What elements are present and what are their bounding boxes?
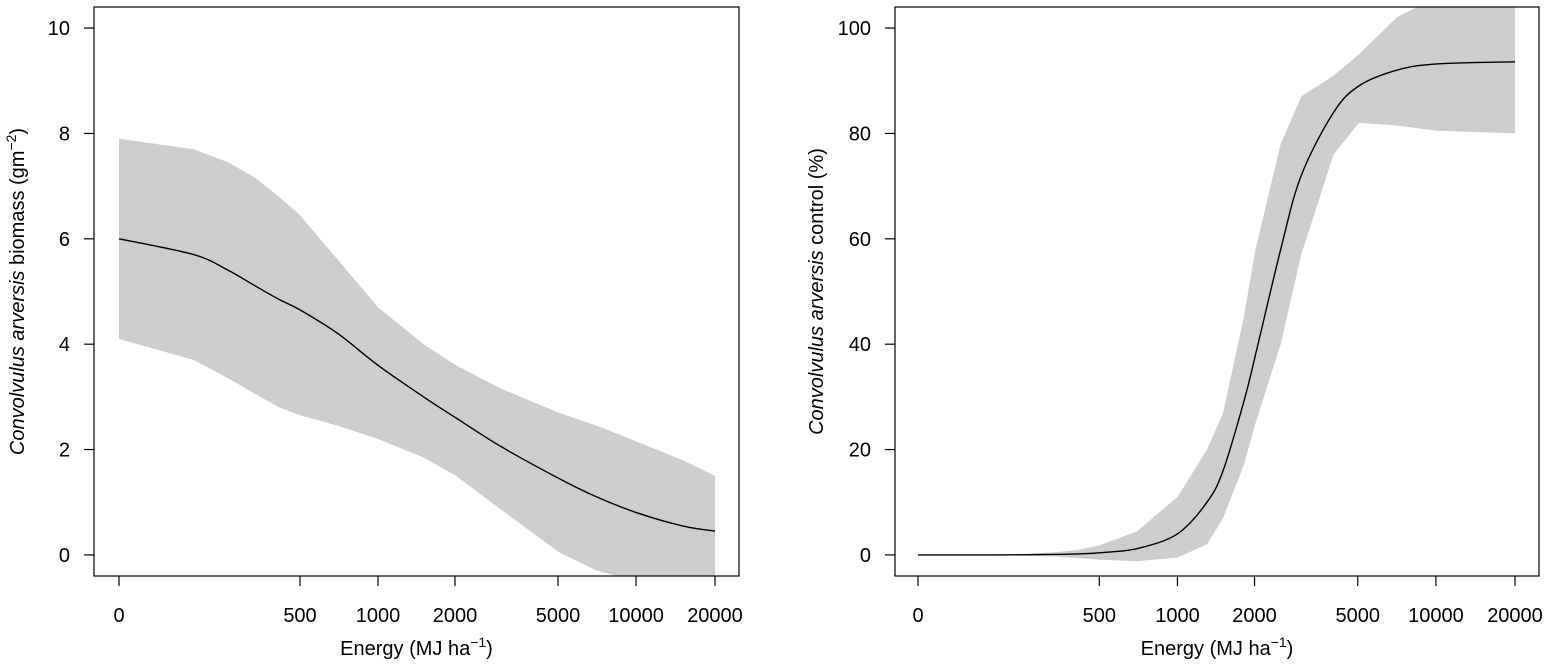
biomass-y-tick-label: 0	[59, 545, 70, 567]
biomass-x-axis-title-sup: −1	[470, 634, 486, 650]
control-y-tick-label: 80	[849, 123, 871, 145]
control-plot-frame	[894, 6, 1540, 577]
control-x-tick-label: 2000	[1232, 605, 1277, 627]
biomass-y-axis-title-main: biomass (gm	[7, 151, 29, 271]
biomass-x-axis-title-main: Energy (MJ ha	[340, 638, 471, 660]
biomass-confidence-band	[119, 138, 715, 576]
control-x-tick-label: 500	[1083, 605, 1116, 627]
biomass-x-tick-label: 500	[283, 605, 316, 627]
control-y-tick-label: 40	[849, 334, 871, 356]
biomass-y-tick-label: 4	[59, 334, 70, 356]
biomass-x-tick-label: 5000	[536, 605, 581, 627]
control-x-tick-label: 5000	[1336, 605, 1381, 627]
control-y-axis-title-main: control (%)	[806, 148, 828, 250]
biomass-x-tick-label: 10000	[608, 605, 664, 627]
control-y-tick-label: 60	[849, 229, 871, 251]
control-x-axis-title-end: )	[1287, 638, 1294, 660]
biomass-y-tick-label: 2	[59, 440, 70, 462]
biomass-y-axis-title-end: )	[7, 128, 29, 135]
biomass-plot-frame	[93, 6, 740, 577]
biomass-x-tick-label: 20000	[687, 605, 743, 627]
biomass-x-tick-label: 0	[113, 605, 124, 627]
biomass-y-axis-title-sup: −2	[3, 134, 19, 150]
biomass-x-axis-title: Energy (MJ ha−1)	[340, 634, 493, 660]
control-x-tick-label: 0	[912, 605, 923, 627]
control-y-tick-label: 0	[860, 545, 871, 567]
biomass-fitted-line-0	[118, 238, 716, 532]
control-fitted-line-0	[917, 61, 1516, 556]
control-y-tick-label: 20	[849, 440, 871, 462]
biomass-y-tick-label: 8	[59, 123, 70, 145]
biomass-x-tick-label: 1000	[356, 605, 401, 627]
control-y-axis-title-species: Convolvulus arversis	[806, 250, 828, 435]
control-x-tick-label: 10000	[1408, 605, 1464, 627]
control-x-axis-title-sup: −1	[1271, 634, 1287, 650]
biomass-y-tick-label: 10	[48, 18, 70, 40]
biomass-x-tick-label: 2000	[433, 605, 478, 627]
biomass-x-axis-title-end: )	[486, 638, 493, 660]
control-x-tick-label: 20000	[1487, 605, 1543, 627]
biomass-y-axis-title: Convolvulus arversis biomass (gm−2)	[3, 128, 29, 455]
biomass-y-axis-title-species: Convolvulus arversis	[7, 271, 29, 456]
control-confidence-band	[918, 7, 1515, 562]
biomass-chart-panel: 0 500 1000 2000 5000 10000 20000 0 2 4 6 8 10 Energy …	[3, 6, 743, 660]
control-x-axis-title-main: Energy (MJ ha	[1141, 638, 1272, 660]
control-x-tick-label: 1000	[1155, 605, 1200, 627]
control-y-axis-title: Convolvulus arversis control (%)	[806, 148, 828, 435]
control-y-tick-label: 100	[838, 18, 871, 40]
biomass-y-tick-label: 6	[59, 229, 70, 251]
control-x-axis-title: Energy (MJ ha−1)	[1141, 634, 1294, 660]
control-chart-panel: 0 500 1000 2000 5000 10000 20000 0 20 40 60 80 100 En…	[806, 6, 1543, 660]
